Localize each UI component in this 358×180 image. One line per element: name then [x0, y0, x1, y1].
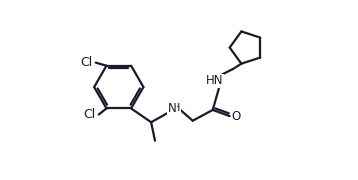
Text: HN: HN [205, 74, 223, 87]
Text: Cl: Cl [83, 108, 96, 121]
Text: H: H [172, 103, 181, 113]
Text: N: N [168, 102, 176, 115]
Text: O: O [231, 110, 241, 123]
Text: Cl: Cl [80, 56, 93, 69]
